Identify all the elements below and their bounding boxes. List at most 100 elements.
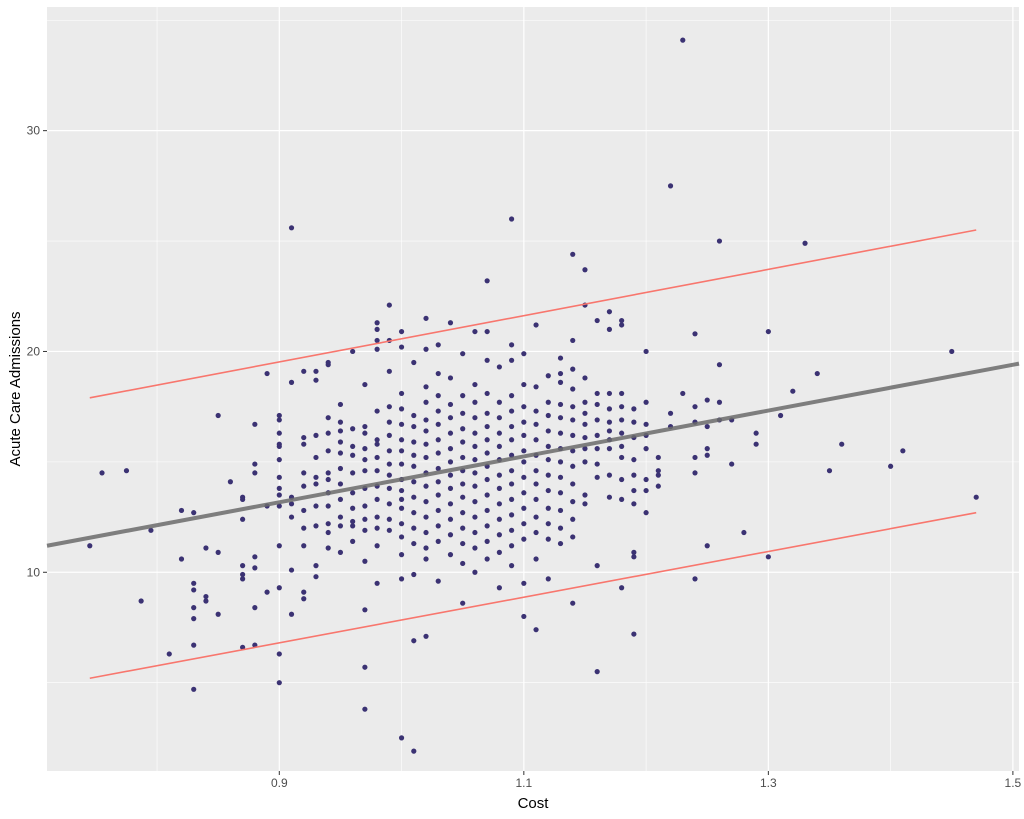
data-point: [362, 468, 368, 474]
data-point: [325, 545, 331, 551]
data-point: [423, 529, 429, 536]
data-point: [435, 450, 441, 456]
data-point: [276, 585, 282, 591]
data-point: [619, 404, 625, 410]
data-point: [545, 412, 551, 419]
data-point: [337, 549, 344, 555]
data-point: [386, 485, 392, 491]
data-point: [496, 501, 502, 507]
data-point: [362, 423, 368, 430]
data-point: [472, 514, 478, 520]
data-point: [178, 556, 185, 562]
data-point: [643, 510, 649, 516]
data-point: [533, 627, 539, 633]
data-point: [557, 525, 564, 531]
data-point: [570, 516, 576, 522]
data-point: [386, 432, 392, 438]
data-point: [435, 523, 441, 529]
data-point: [496, 430, 502, 436]
data-point: [973, 494, 979, 500]
data-point: [301, 596, 307, 602]
data-point: [203, 593, 209, 600]
data-point: [460, 525, 466, 531]
data-point: [484, 423, 490, 430]
data-point: [533, 408, 539, 414]
upper-bound-line: [89, 229, 977, 399]
data-point: [313, 454, 319, 461]
data-point: [557, 459, 564, 465]
data-point: [716, 238, 723, 244]
data-point: [325, 448, 331, 454]
data-point: [619, 443, 625, 450]
data-point: [350, 426, 356, 432]
data-point: [594, 432, 600, 438]
data-point: [570, 499, 576, 505]
data-point: [386, 527, 392, 533]
data-point: [533, 421, 539, 427]
data-point: [411, 452, 417, 458]
data-point: [521, 404, 527, 410]
data-point: [313, 563, 319, 569]
data-point: [472, 328, 478, 335]
data-point: [435, 465, 441, 472]
data-point: [496, 516, 502, 522]
data-point: [729, 461, 735, 467]
data-point: [570, 386, 576, 392]
data-point: [423, 417, 429, 423]
data-point: [888, 463, 894, 469]
data-point: [582, 492, 588, 498]
y-axis-title: Acute Care Admissions: [7, 311, 24, 466]
data-point: [472, 545, 478, 551]
data-point: [301, 368, 307, 374]
data-point: [350, 523, 356, 529]
data-point: [594, 474, 600, 480]
data-point: [631, 549, 637, 555]
data-point: [386, 516, 392, 522]
data-point: [374, 408, 380, 414]
data-point: [435, 342, 441, 348]
data-point: [521, 459, 527, 465]
data-point: [386, 461, 392, 467]
data-point: [533, 481, 539, 487]
data-point: [509, 216, 515, 222]
data-point: [545, 521, 551, 527]
data-point: [435, 421, 441, 427]
data-point: [484, 357, 490, 363]
data-point: [374, 454, 380, 461]
data-point: [484, 507, 490, 514]
data-point: [435, 393, 441, 399]
data-point: [582, 421, 588, 427]
data-point: [350, 538, 356, 544]
data-point: [509, 563, 515, 569]
data-point: [276, 417, 282, 423]
data-point: [582, 267, 588, 273]
data-point: [606, 326, 613, 332]
data-point: [594, 446, 600, 452]
data-point: [435, 538, 441, 544]
data-point: [398, 552, 405, 558]
data-point: [276, 474, 282, 480]
data-point: [398, 421, 405, 427]
data-point: [472, 381, 478, 388]
data-point: [496, 532, 502, 538]
data-point: [423, 346, 429, 352]
data-point: [533, 514, 539, 520]
data-point: [900, 448, 906, 454]
data-point: [325, 529, 331, 536]
data-point: [447, 485, 454, 491]
data-point: [386, 501, 392, 507]
data-point: [631, 457, 637, 463]
data-point: [288, 501, 295, 507]
data-point: [411, 748, 417, 754]
data-point: [264, 589, 270, 595]
data-point: [680, 390, 686, 397]
data-point: [386, 419, 392, 425]
data-point: [545, 443, 551, 450]
data-point: [447, 320, 454, 326]
data-point: [191, 616, 197, 622]
data-point: [643, 348, 649, 355]
data-point: [423, 454, 429, 461]
data-point: [704, 423, 710, 430]
data-point: [435, 437, 441, 443]
